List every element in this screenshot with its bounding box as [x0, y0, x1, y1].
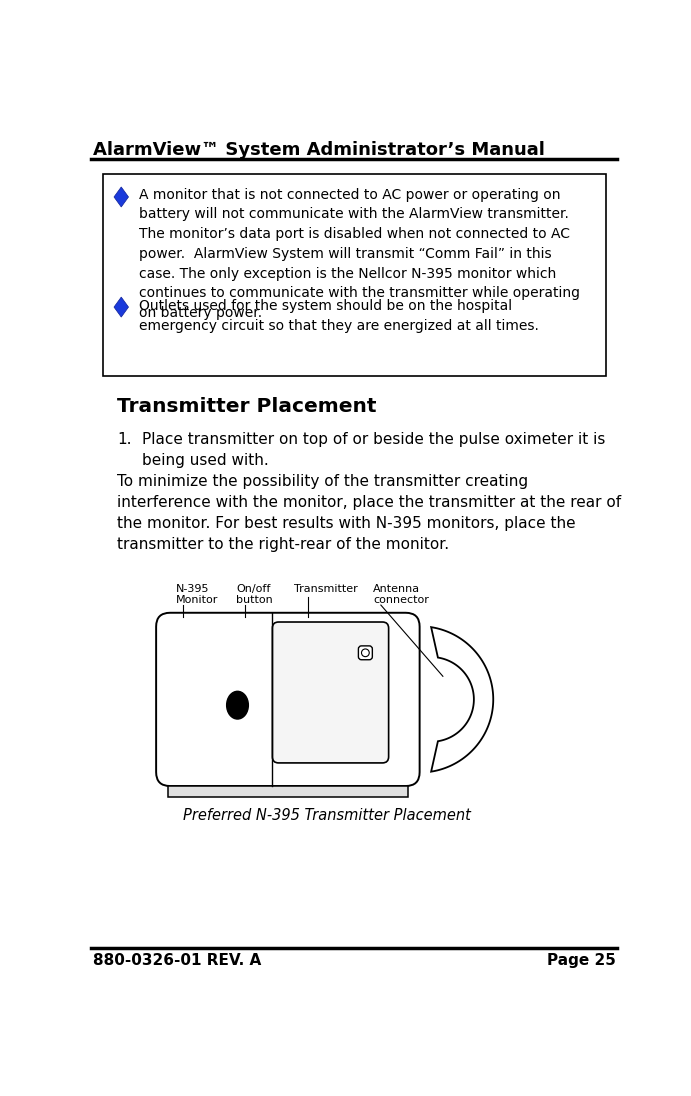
Text: Outlets used for the system should be on the hospital
emergency circuit so that : Outlets used for the system should be on… — [139, 299, 539, 333]
Text: On/off
button: On/off button — [236, 583, 273, 605]
Text: N-395
Monitor: N-395 Monitor — [176, 583, 218, 605]
FancyBboxPatch shape — [168, 786, 408, 797]
Ellipse shape — [227, 692, 248, 719]
Text: Page 25: Page 25 — [547, 954, 616, 968]
Text: Preferred N-395 Transmitter Placement: Preferred N-395 Transmitter Placement — [182, 808, 471, 823]
Text: 1.: 1. — [117, 432, 132, 447]
Text: Antenna
connector: Antenna connector — [373, 583, 429, 605]
FancyBboxPatch shape — [156, 613, 419, 786]
FancyBboxPatch shape — [359, 646, 372, 660]
Text: To minimize the possibility of the transmitter creating
interference with the mo: To minimize the possibility of the trans… — [117, 475, 621, 552]
FancyBboxPatch shape — [272, 623, 388, 763]
Text: A monitor that is not connected to AC power or operating on
battery will not com: A monitor that is not connected to AC po… — [139, 187, 580, 320]
Text: Place transmitter on top of or beside the pulse oximeter it is
being used with.: Place transmitter on top of or beside th… — [142, 432, 605, 468]
Text: AlarmView™ System Administrator’s Manual: AlarmView™ System Administrator’s Manual — [93, 140, 545, 159]
Text: 880-0326-01 REV. A: 880-0326-01 REV. A — [93, 954, 261, 968]
Polygon shape — [431, 627, 493, 772]
Polygon shape — [114, 187, 129, 207]
Circle shape — [361, 649, 369, 657]
Text: Transmitter Placement: Transmitter Placement — [117, 397, 377, 416]
FancyBboxPatch shape — [104, 174, 605, 376]
Polygon shape — [114, 297, 129, 317]
Text: Transmitter: Transmitter — [294, 583, 358, 594]
